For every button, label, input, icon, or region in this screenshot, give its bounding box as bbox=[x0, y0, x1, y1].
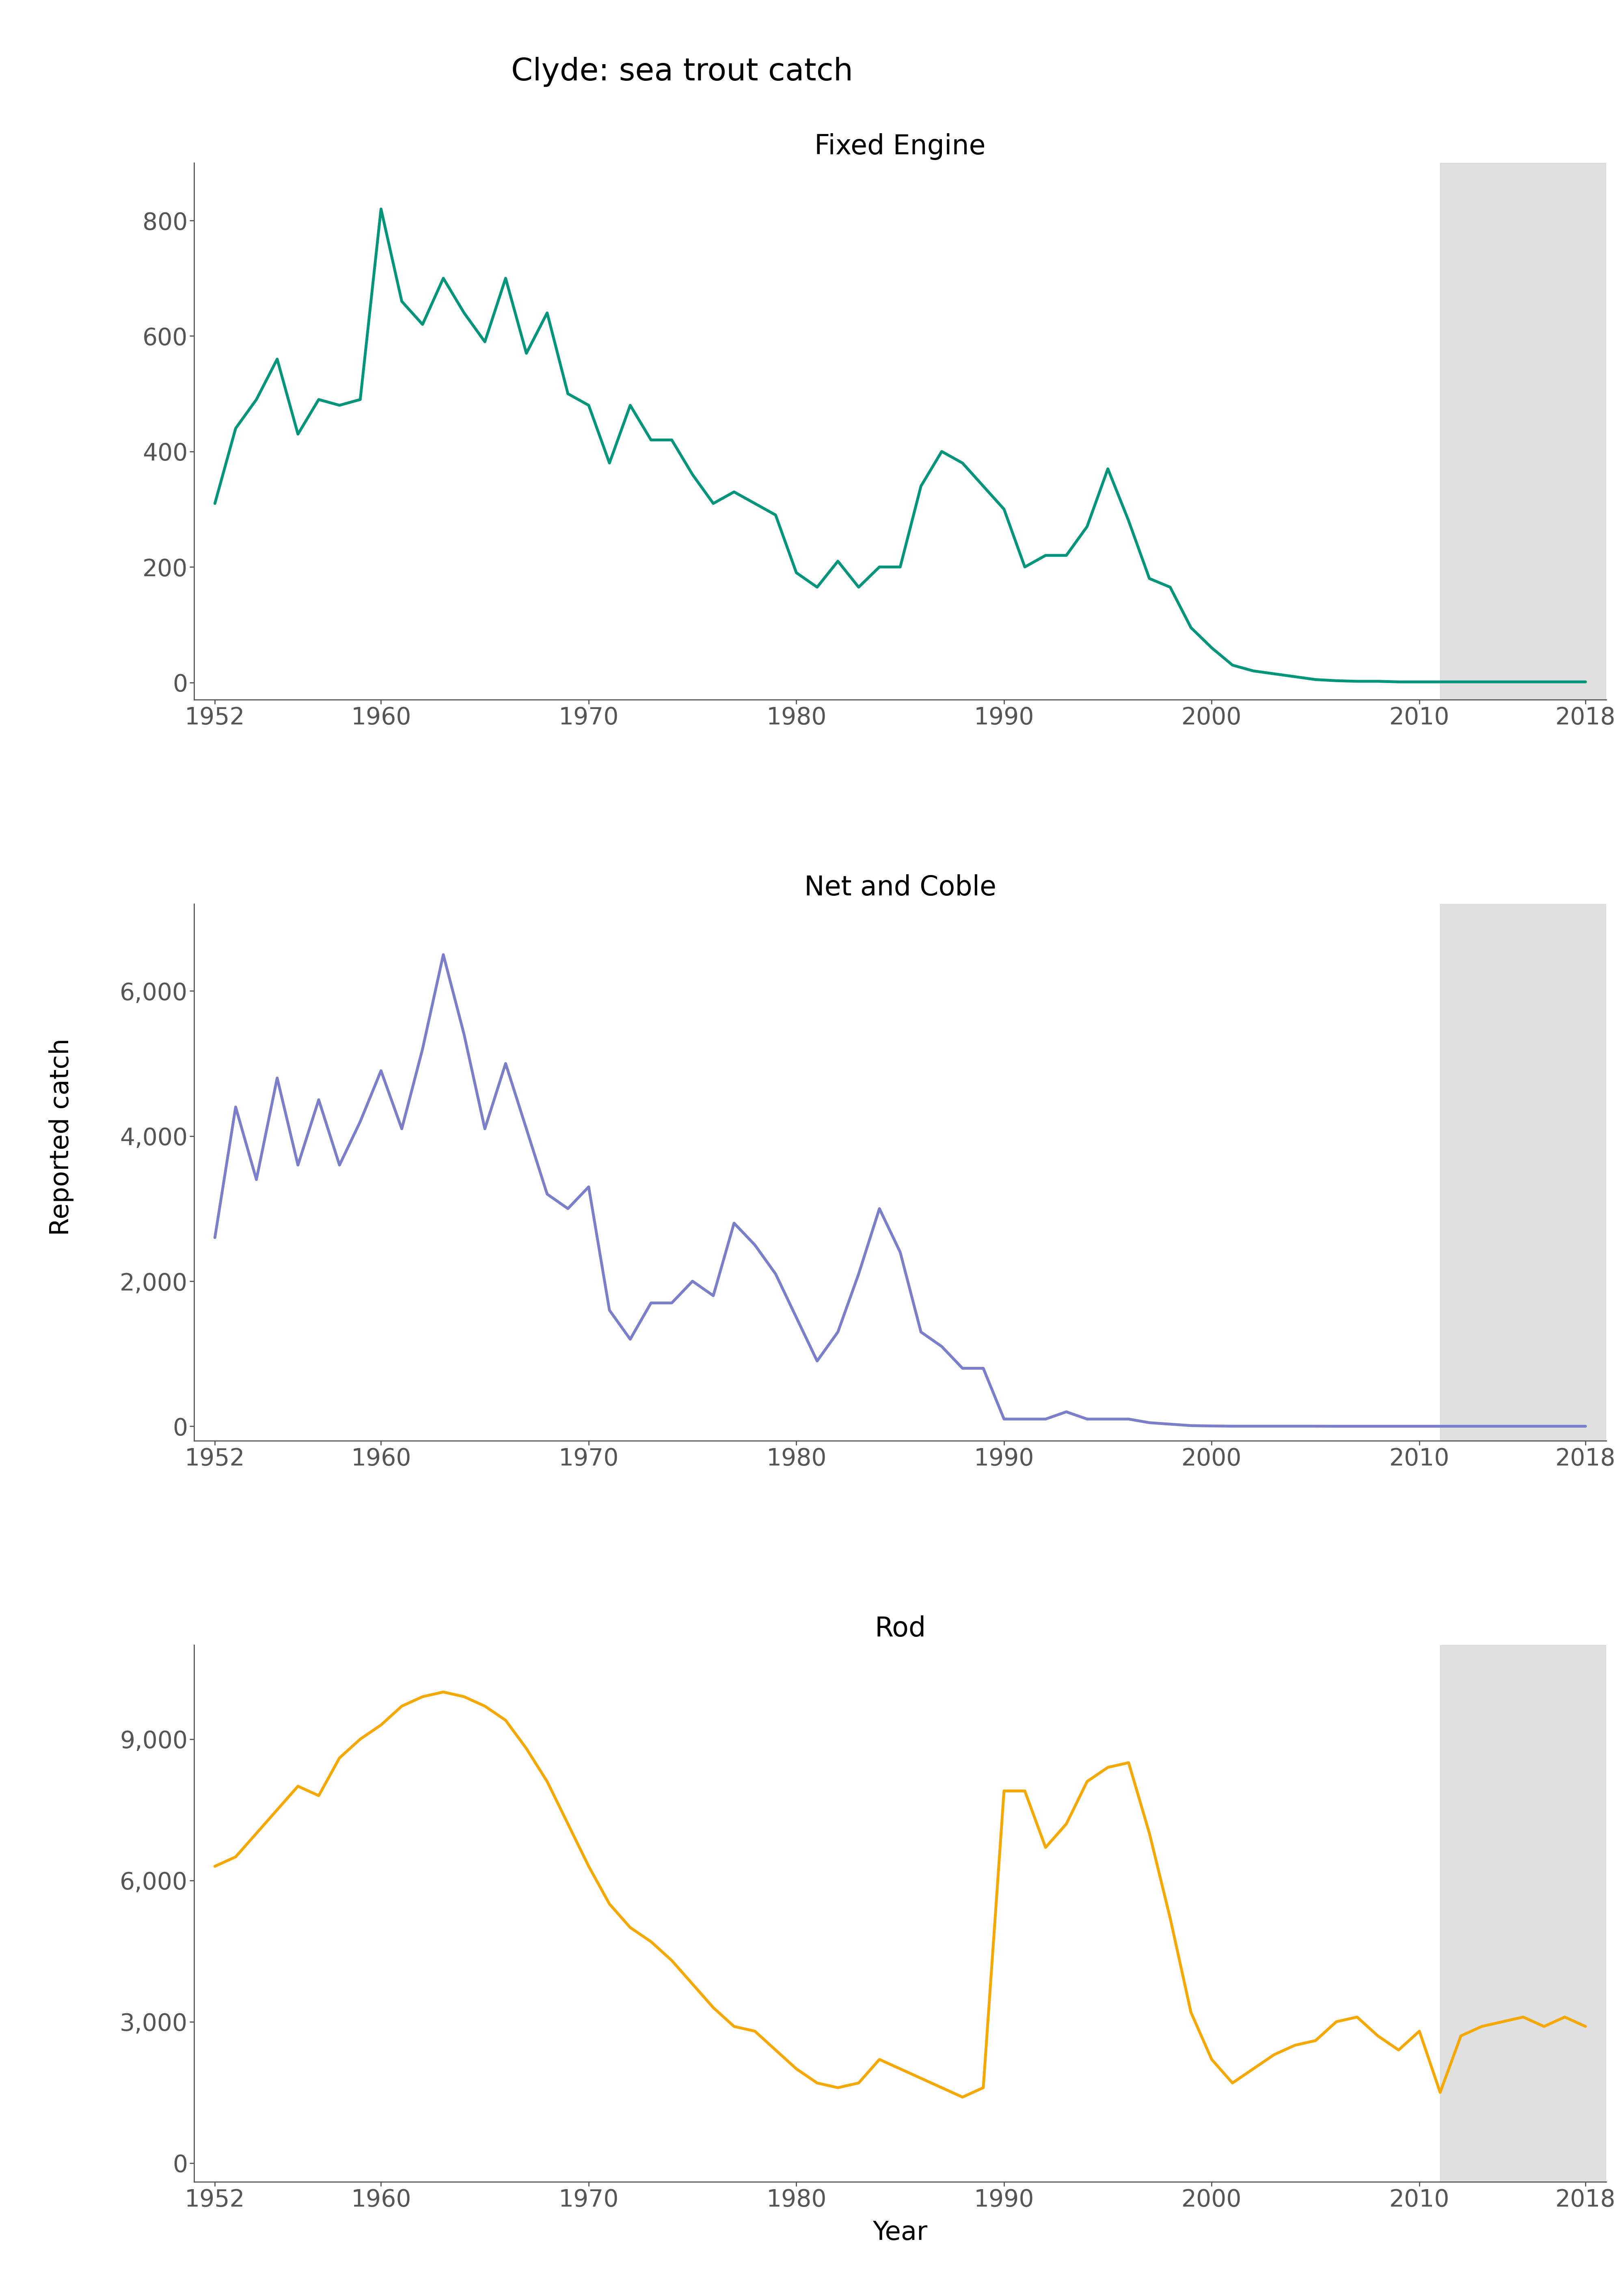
Title: Fixed Engine: Fixed Engine bbox=[815, 134, 986, 159]
Bar bbox=[1440, 164, 1606, 700]
Bar bbox=[1440, 903, 1606, 1442]
Text: Reported catch: Reported catch bbox=[49, 1039, 75, 1235]
Title: Rod: Rod bbox=[875, 1615, 926, 1642]
X-axis label: Year: Year bbox=[872, 2219, 927, 2244]
Text: Clyde: sea trout catch: Clyde: sea trout catch bbox=[512, 57, 853, 86]
Title: Net and Coble: Net and Coble bbox=[804, 873, 996, 901]
Bar bbox=[1440, 1644, 1606, 2181]
